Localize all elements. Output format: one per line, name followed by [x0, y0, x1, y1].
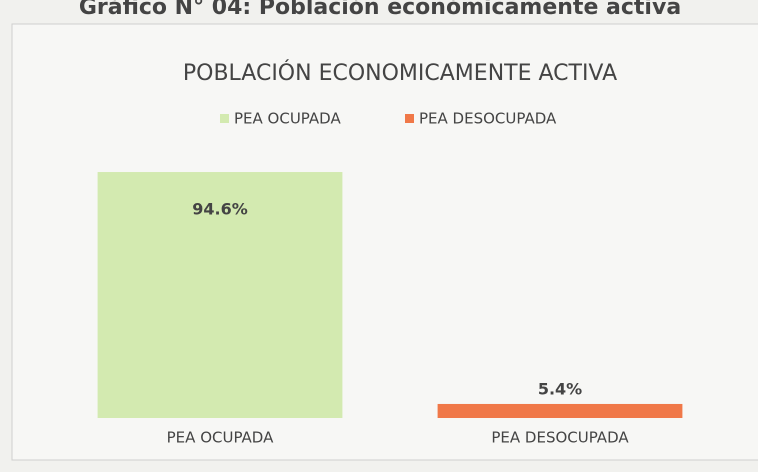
value-label: 5.4%	[538, 379, 582, 398]
value-label: 94.6%	[192, 200, 248, 219]
x-tick-label: PEA OCUPADA	[167, 429, 274, 447]
legend-label: PEA OCUPADA	[234, 110, 341, 128]
legend-swatch	[220, 114, 229, 123]
x-tick-label: PEA DESOCUPADA	[491, 429, 629, 447]
bar	[97, 172, 343, 418]
caption: Gráfico N° 04: Población económicamente …	[79, 0, 681, 20]
bar	[437, 403, 683, 418]
legend-swatch	[405, 114, 414, 123]
legend-label: PEA DESOCUPADA	[419, 110, 557, 128]
chart-title: POBLACIÓN ECONOMICAMENTE ACTIVA	[183, 60, 617, 86]
